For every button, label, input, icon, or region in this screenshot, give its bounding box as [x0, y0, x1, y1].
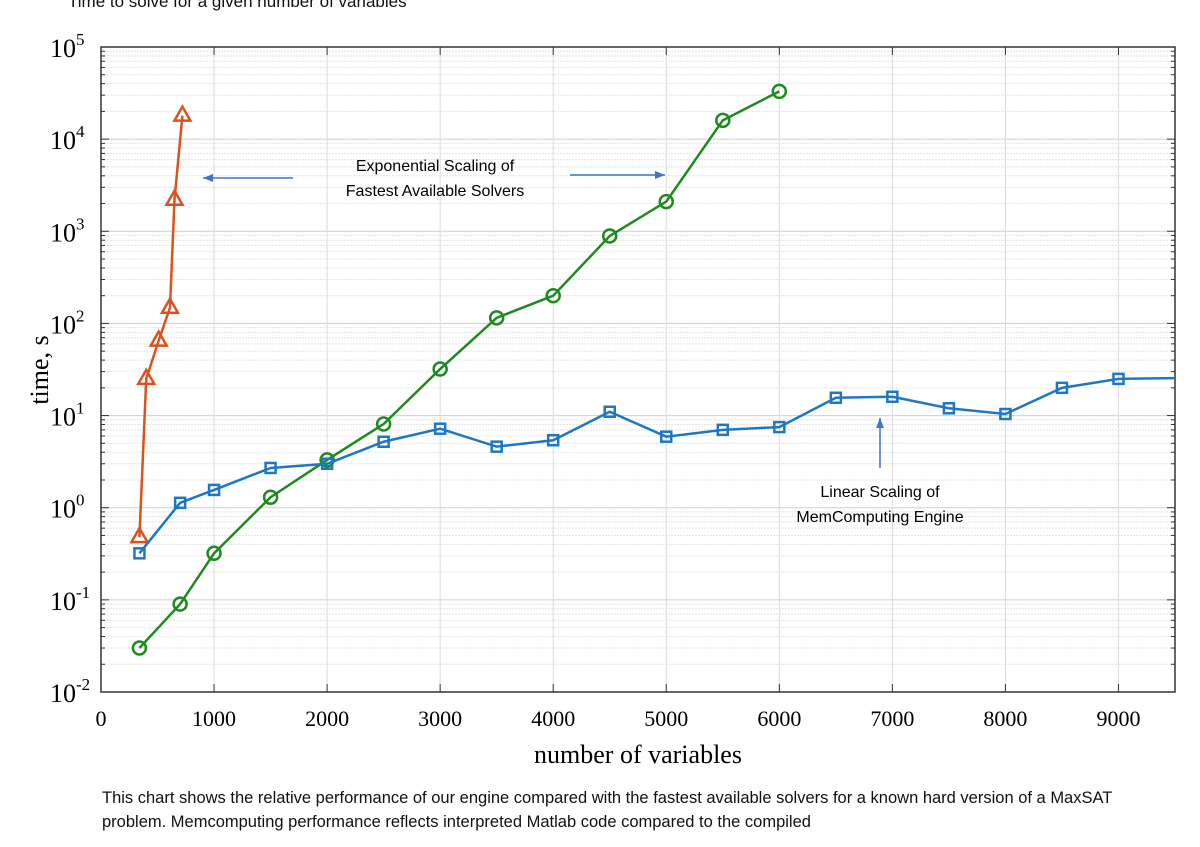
annotation-exponential-line2: Fastest Available Solvers [346, 183, 524, 200]
data-point-square [942, 402, 956, 415]
x-tick-label: 2000 [305, 706, 349, 731]
x-tick-label: 3000 [418, 706, 462, 731]
data-point-circle [771, 83, 788, 100]
data-point-circle [488, 310, 505, 326]
chart-title: Time to solve for a given number of vari… [68, 0, 407, 11]
y-tick-exponent: 4 [76, 122, 85, 141]
y-tick-label: 103 [50, 214, 85, 247]
data-point-triangle [164, 188, 185, 206]
arrow-left-head [203, 174, 213, 182]
annotation-linear-line1: Linear Scaling of [820, 484, 940, 501]
x-tick-label: 0 [96, 706, 107, 731]
caption: This chart shows the relative performanc… [102, 789, 1113, 831]
y-tick-base: 10 [50, 679, 76, 708]
data-point-square [829, 391, 843, 405]
series-line [138, 115, 184, 538]
plot-frame [100, 46, 1176, 693]
x-tick-label: 1000 [192, 706, 236, 731]
data-point-square [660, 430, 673, 443]
data-point-square [173, 496, 187, 510]
y-tick-exponent: -1 [76, 583, 90, 602]
data-point-square [886, 390, 899, 404]
series-square [133, 372, 1176, 560]
data-point-circle [131, 640, 148, 656]
series-line [138, 90, 780, 649]
y-tick-label: 10-2 [50, 675, 90, 708]
x-tick-label: 4000 [531, 706, 575, 731]
y-tick-exponent: 3 [76, 214, 85, 233]
y-tick-base: 10 [50, 218, 76, 247]
data-point-circle [206, 545, 222, 562]
y-tick-label: 10-1 [50, 583, 90, 616]
data-point-triangle [136, 367, 157, 386]
x-axis-label: number of variables [534, 740, 742, 769]
x-tick-label: 5000 [644, 706, 688, 731]
y-tick-base: 10 [50, 495, 76, 524]
data-point-circle [658, 193, 675, 210]
y-tick-exponent: 5 [76, 30, 85, 49]
data-point-circle [545, 287, 561, 304]
data-point-square [716, 423, 730, 437]
y-tick-exponent: -2 [76, 675, 90, 694]
data-point-circle [432, 361, 448, 377]
x-tick-label: 7000 [870, 706, 914, 731]
data-point-square [490, 440, 503, 453]
annotation-exponential-line1: Exponential Scaling of [356, 158, 515, 175]
annotation-linear-line2: MemComputing Engine [796, 509, 963, 526]
data-point-square [773, 420, 786, 434]
series-line [138, 376, 1176, 555]
y-axis-label: time, s [25, 335, 54, 404]
y-tick-label: 105 [50, 30, 85, 63]
annotations: time, s number of variables Exponential … [25, 158, 964, 769]
y-tick-base: 10 [50, 587, 76, 616]
data-point-square [546, 433, 560, 447]
data-point-triangle [159, 296, 181, 314]
y-tick-base: 10 [50, 403, 76, 432]
series-circle [131, 83, 788, 656]
chart: 0 1000 2000 3000 4000 5000 6000 7000 8000 900010-… [25, 30, 1176, 769]
data-point-square [320, 457, 334, 471]
data-point-circle [375, 416, 392, 432]
arrow-right-head [655, 171, 665, 179]
data-point-triangle [148, 329, 169, 347]
data-point-square [1112, 372, 1125, 386]
x-tick-label: 9000 [1096, 706, 1140, 731]
data-point-circle [715, 112, 731, 129]
y-tick-base: 10 [50, 126, 76, 155]
data-point-triangle [129, 525, 150, 544]
data-point-square [603, 405, 616, 419]
data-point-square [377, 435, 390, 448]
data-point-square [264, 461, 277, 475]
data-point-square [133, 547, 146, 560]
data-point-circle [601, 228, 618, 244]
data-point-triangle [172, 104, 193, 122]
series [129, 83, 1176, 656]
y-tick-base: 10 [50, 310, 76, 339]
y-tick-exponent: 1 [76, 399, 85, 418]
y-tick-label: 102 [50, 306, 85, 339]
data-point-square [207, 483, 221, 497]
data-point-square [1055, 381, 1069, 395]
data-point-square [433, 422, 447, 435]
x-tick-label: 8000 [983, 706, 1027, 731]
y-tick-label: 100 [50, 491, 85, 524]
ticks: 0 1000 2000 3000 4000 5000 6000 7000 8000 900010-… [50, 30, 1175, 731]
y-tick-base: 10 [50, 34, 76, 63]
data-point-square [999, 407, 1012, 421]
data-point-circle [262, 489, 279, 505]
y-tick-label: 101 [50, 399, 85, 432]
data-point-circle [172, 596, 188, 612]
y-tick-exponent: 0 [76, 491, 85, 510]
x-tick-label: 6000 [757, 706, 801, 731]
series-triangle [129, 104, 193, 544]
y-tick-exponent: 2 [76, 306, 85, 325]
arrow-up-head [876, 418, 884, 428]
y-tick-label: 104 [50, 122, 85, 155]
grid [100, 47, 1175, 693]
